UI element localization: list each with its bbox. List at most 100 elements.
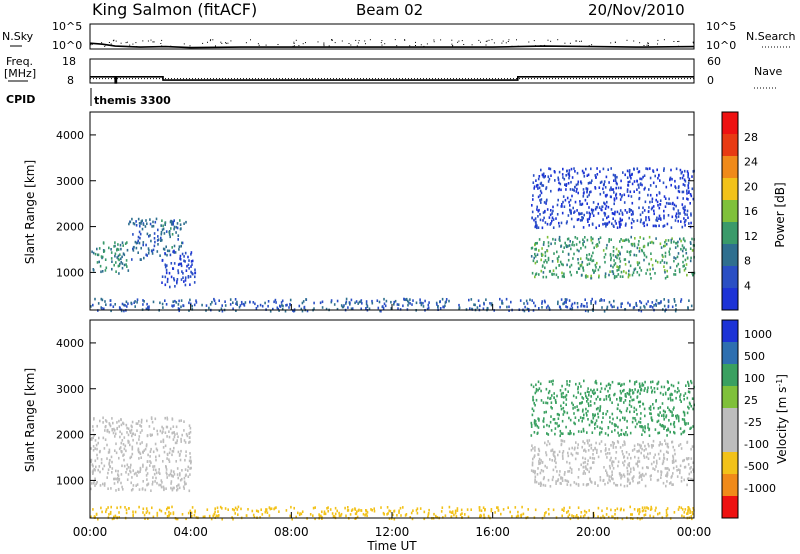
velocity-echo-mark xyxy=(600,430,603,434)
power-echo-mark xyxy=(592,214,595,217)
velocity-echo-mark xyxy=(168,460,171,463)
velocity-echo-mark xyxy=(127,473,130,476)
velocity-echo-mark xyxy=(613,481,615,485)
power-echo-mark xyxy=(658,224,660,228)
power-echo-mark xyxy=(630,195,633,198)
power-echo-mark xyxy=(155,217,158,221)
velocity-echo-mark xyxy=(90,460,92,463)
power-echo-mark xyxy=(573,189,575,192)
power-echo-mark xyxy=(659,203,662,206)
velocity-echo-mark xyxy=(189,440,191,444)
power-echo-mark xyxy=(110,303,112,306)
power-echo-mark xyxy=(664,270,666,274)
power-echo-mark xyxy=(543,175,545,179)
power-echo-mark xyxy=(544,251,547,254)
velocity-echo-mark xyxy=(185,454,187,458)
power-echo-mark xyxy=(591,211,594,215)
power-echo-mark xyxy=(119,243,122,247)
velocity-echo-mark xyxy=(633,448,636,451)
velocity-echo-mark xyxy=(172,475,174,478)
velocity-echo-mark xyxy=(598,433,601,436)
power-echo-mark xyxy=(548,270,551,273)
power-echo-mark xyxy=(689,259,692,263)
velocity-echo-mark xyxy=(141,487,144,490)
power-echo-mark xyxy=(110,248,112,251)
velocity-echo-mark xyxy=(168,451,171,455)
power-echo-mark xyxy=(221,309,224,313)
velocity-echo-mark xyxy=(92,508,94,511)
power-y-tick-label: 3000 xyxy=(56,175,84,188)
velocity-echo-mark xyxy=(683,420,686,423)
power-echo-mark xyxy=(643,221,645,224)
power-echo-mark xyxy=(588,181,591,185)
velocity-echo-mark xyxy=(140,456,142,459)
velocity-echo-mark xyxy=(275,506,277,509)
velocity-echo-mark xyxy=(636,450,638,453)
power-echo-mark xyxy=(97,302,100,305)
velocity-echo-mark xyxy=(547,508,550,511)
power-echo-mark xyxy=(624,308,626,311)
velocity-echo-mark xyxy=(633,382,636,386)
velocity-echo-mark xyxy=(534,446,536,449)
velocity-echo-mark xyxy=(165,471,168,474)
power-echo-mark xyxy=(284,309,287,313)
velocity-echo-mark xyxy=(665,474,667,477)
velocity-echo-mark xyxy=(609,386,611,390)
velocity-echo-mark xyxy=(626,433,629,437)
power-echo-mark xyxy=(166,253,168,257)
power-echo-mark xyxy=(180,262,182,266)
velocity-echo-mark xyxy=(138,438,140,441)
velocity-echo-mark xyxy=(145,507,148,510)
power-echo-mark xyxy=(261,304,264,308)
power-echo-mark xyxy=(607,168,609,171)
velocity-echo-mark xyxy=(587,402,590,405)
velocity-echo-mark xyxy=(663,415,665,418)
power-colorbar-tick-label: 12 xyxy=(744,230,758,243)
power-echo-mark xyxy=(143,256,145,260)
frequency-data xyxy=(90,76,694,84)
n-search-mark xyxy=(207,41,208,43)
velocity-echo-mark xyxy=(644,506,646,509)
power-echo-mark xyxy=(232,301,234,304)
power-echo-mark xyxy=(244,301,247,304)
power-echo-mark xyxy=(573,210,576,213)
power-echo-mark xyxy=(119,307,121,310)
power-echo-mark xyxy=(600,180,603,184)
velocity-echo-mark xyxy=(109,510,112,514)
velocity-echo-mark xyxy=(93,418,95,421)
power-echo-mark xyxy=(151,252,154,255)
velocity-echo-mark xyxy=(150,447,152,451)
power-echo-mark xyxy=(544,175,546,178)
power-echo-mark xyxy=(595,226,597,230)
power-echo-mark xyxy=(642,206,644,210)
noise-right-label: N.Search xyxy=(746,30,796,43)
velocity-echo-mark xyxy=(614,428,616,432)
power-echo-mark xyxy=(679,237,681,241)
power-echo-mark xyxy=(619,193,621,196)
velocity-echo-mark xyxy=(582,456,584,460)
power-echo-mark xyxy=(671,215,674,219)
velocity-echo-mark xyxy=(188,459,191,463)
velocity-echo-mark xyxy=(577,484,580,487)
velocity-echo-mark xyxy=(104,438,107,441)
n-search-mark xyxy=(152,41,154,43)
power-echo-mark xyxy=(563,205,566,208)
power-echo-mark xyxy=(531,210,534,214)
velocity-echo-mark xyxy=(92,436,94,440)
power-echo-mark xyxy=(569,265,571,269)
velocity-echo-mark xyxy=(672,445,674,449)
power-echo-mark xyxy=(585,167,587,171)
velocity-echo-mark xyxy=(622,443,624,447)
velocity-echo-mark xyxy=(588,444,591,447)
velocity-echo-mark xyxy=(617,403,619,407)
velocity-echo-mark xyxy=(144,517,146,520)
power-echo-mark xyxy=(519,299,522,302)
power-echo-mark xyxy=(563,275,565,279)
velocity-echo-mark xyxy=(647,452,649,456)
velocity-echo-mark xyxy=(607,383,610,386)
velocity-echo-mark xyxy=(111,417,113,420)
power-echo-mark xyxy=(652,205,655,208)
power-echo-mark xyxy=(538,186,541,190)
power-echo-mark xyxy=(686,273,688,277)
n-search-mark xyxy=(328,45,330,47)
